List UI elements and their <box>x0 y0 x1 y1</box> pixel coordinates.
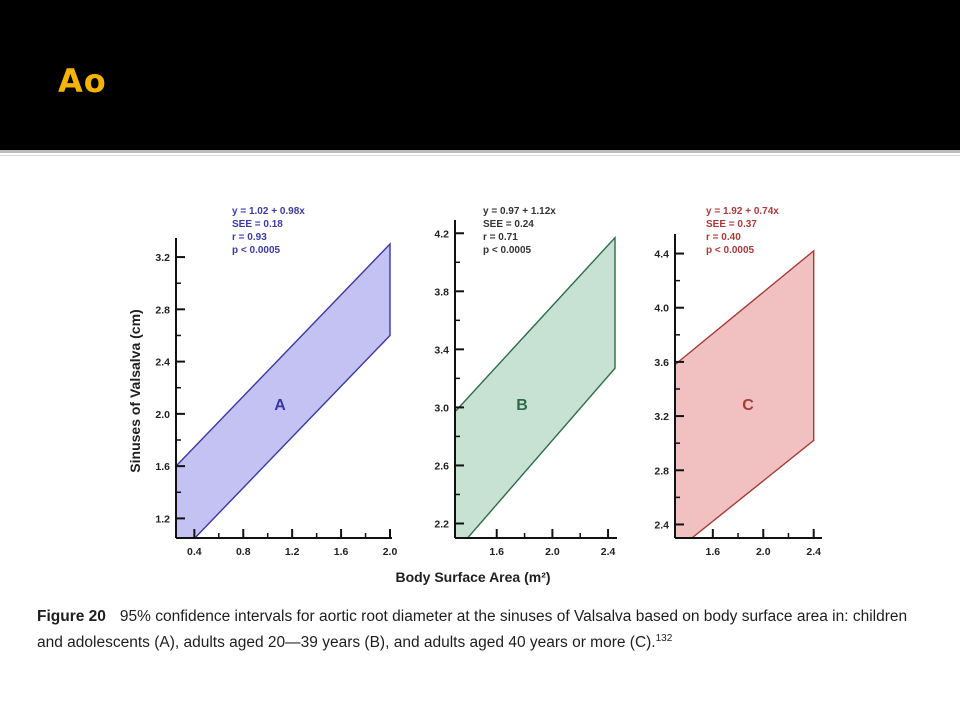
header-divider-thin <box>0 155 960 156</box>
y-tick-label: 4.0 <box>654 303 669 315</box>
y-tick-label: 3.8 <box>434 286 449 298</box>
y-tick-label: 2.8 <box>155 304 170 316</box>
panel-label-b: B <box>516 397 528 414</box>
regression-stat: SEE = 0.37 <box>706 219 757 230</box>
panel-label-c: C <box>742 397 754 414</box>
regression-stat: y = 1.92 + 0.74x <box>706 206 779 217</box>
confidence-band-a <box>176 242 391 538</box>
x-tick-label: 0.8 <box>236 546 251 558</box>
regression-stat: y = 1.02 + 0.98x <box>232 206 305 217</box>
regression-stat: p < 0.0005 <box>706 245 755 256</box>
x-tick-label: 1.6 <box>706 546 721 558</box>
y-tick-label: 1.6 <box>155 461 170 473</box>
regression-stat: p < 0.0005 <box>232 245 281 256</box>
y-tick-label: 4.2 <box>434 228 449 240</box>
y-tick-label: 1.2 <box>155 513 170 525</box>
panel-b: 2.2 2.6 3.0 3.4 3.8 4.2 1.6 2.0 2.4 y = 0.97 + 1.… <box>434 206 617 558</box>
y-tick-label: 2.8 <box>654 465 669 477</box>
regression-stat: p < 0.0005 <box>483 245 532 256</box>
caption-text: 95% confidence intervals for aortic root… <box>37 608 908 652</box>
panel-a: 1.2 1.6 2.0 2.4 2.8 3.2 0.4 0.8 1.2 1.6 2.0 y = 1.0… <box>127 206 397 558</box>
y-tick-label: 2.4 <box>155 357 170 369</box>
x-tick-label: 1.6 <box>489 546 504 558</box>
panel-c: 2.4 2.8 3.2 3.6 4.0 4.4 1.6 2.0 2.4 y = 1.92 + 0.… <box>654 206 822 558</box>
y-axis-title: Sinuses of Valsalva (cm) <box>127 309 143 472</box>
figure-label: Figure 20 <box>37 608 106 625</box>
x-tick-label: 2.4 <box>601 546 616 558</box>
slide-header: Ao <box>0 0 960 150</box>
regression-stat: SEE = 0.24 <box>483 219 534 230</box>
y-tick-label: 4.4 <box>654 249 669 261</box>
regression-stat: r = 0.40 <box>706 232 741 243</box>
confidence-band-c <box>675 249 815 538</box>
y-tick-label: 3.4 <box>434 344 449 356</box>
x-tick-label: 2.4 <box>806 546 821 558</box>
y-tick-label: 2.0 <box>155 409 170 421</box>
y-tick-label: 3.0 <box>434 402 449 414</box>
regression-stat: SEE = 0.18 <box>232 219 283 230</box>
panel-label-a: A <box>274 397 286 414</box>
y-tick-label: 2.2 <box>434 518 449 530</box>
x-axis-title: Body Surface Area (m²) <box>395 569 550 585</box>
y-tick-label: 2.6 <box>434 460 449 472</box>
y-tick-label: 3.2 <box>155 252 170 264</box>
y-tick-label: 3.6 <box>654 357 669 369</box>
shared-axis-labels: Body Surface Area (m²) <box>395 569 550 585</box>
x-tick-label: 1.2 <box>285 546 300 558</box>
regression-stat: r = 0.71 <box>483 232 518 243</box>
x-tick-label: 2.0 <box>545 546 560 558</box>
figure-20-chart: 1.2 1.6 2.0 2.4 2.8 3.2 0.4 0.8 1.2 1.6 2.0 y = 1.0… <box>127 206 822 585</box>
x-tick-label: 2.0 <box>756 546 771 558</box>
regression-stat: y = 0.97 + 1.12x <box>483 206 556 217</box>
x-tick-label: 1.6 <box>334 546 349 558</box>
slide-title: Ao <box>58 62 107 100</box>
confidence-band-b <box>455 235 616 538</box>
x-tick-label: 0.4 <box>187 546 202 558</box>
y-tick-label: 2.4 <box>654 519 669 531</box>
regression-stat: r = 0.93 <box>232 232 267 243</box>
x-tick-label: 2.0 <box>383 546 398 558</box>
header-divider <box>0 150 960 153</box>
y-tick-label: 3.2 <box>654 411 669 423</box>
figure-caption: Figure 20 95% confidence intervals for ao… <box>37 606 937 654</box>
caption-reference: 132 <box>655 633 673 644</box>
